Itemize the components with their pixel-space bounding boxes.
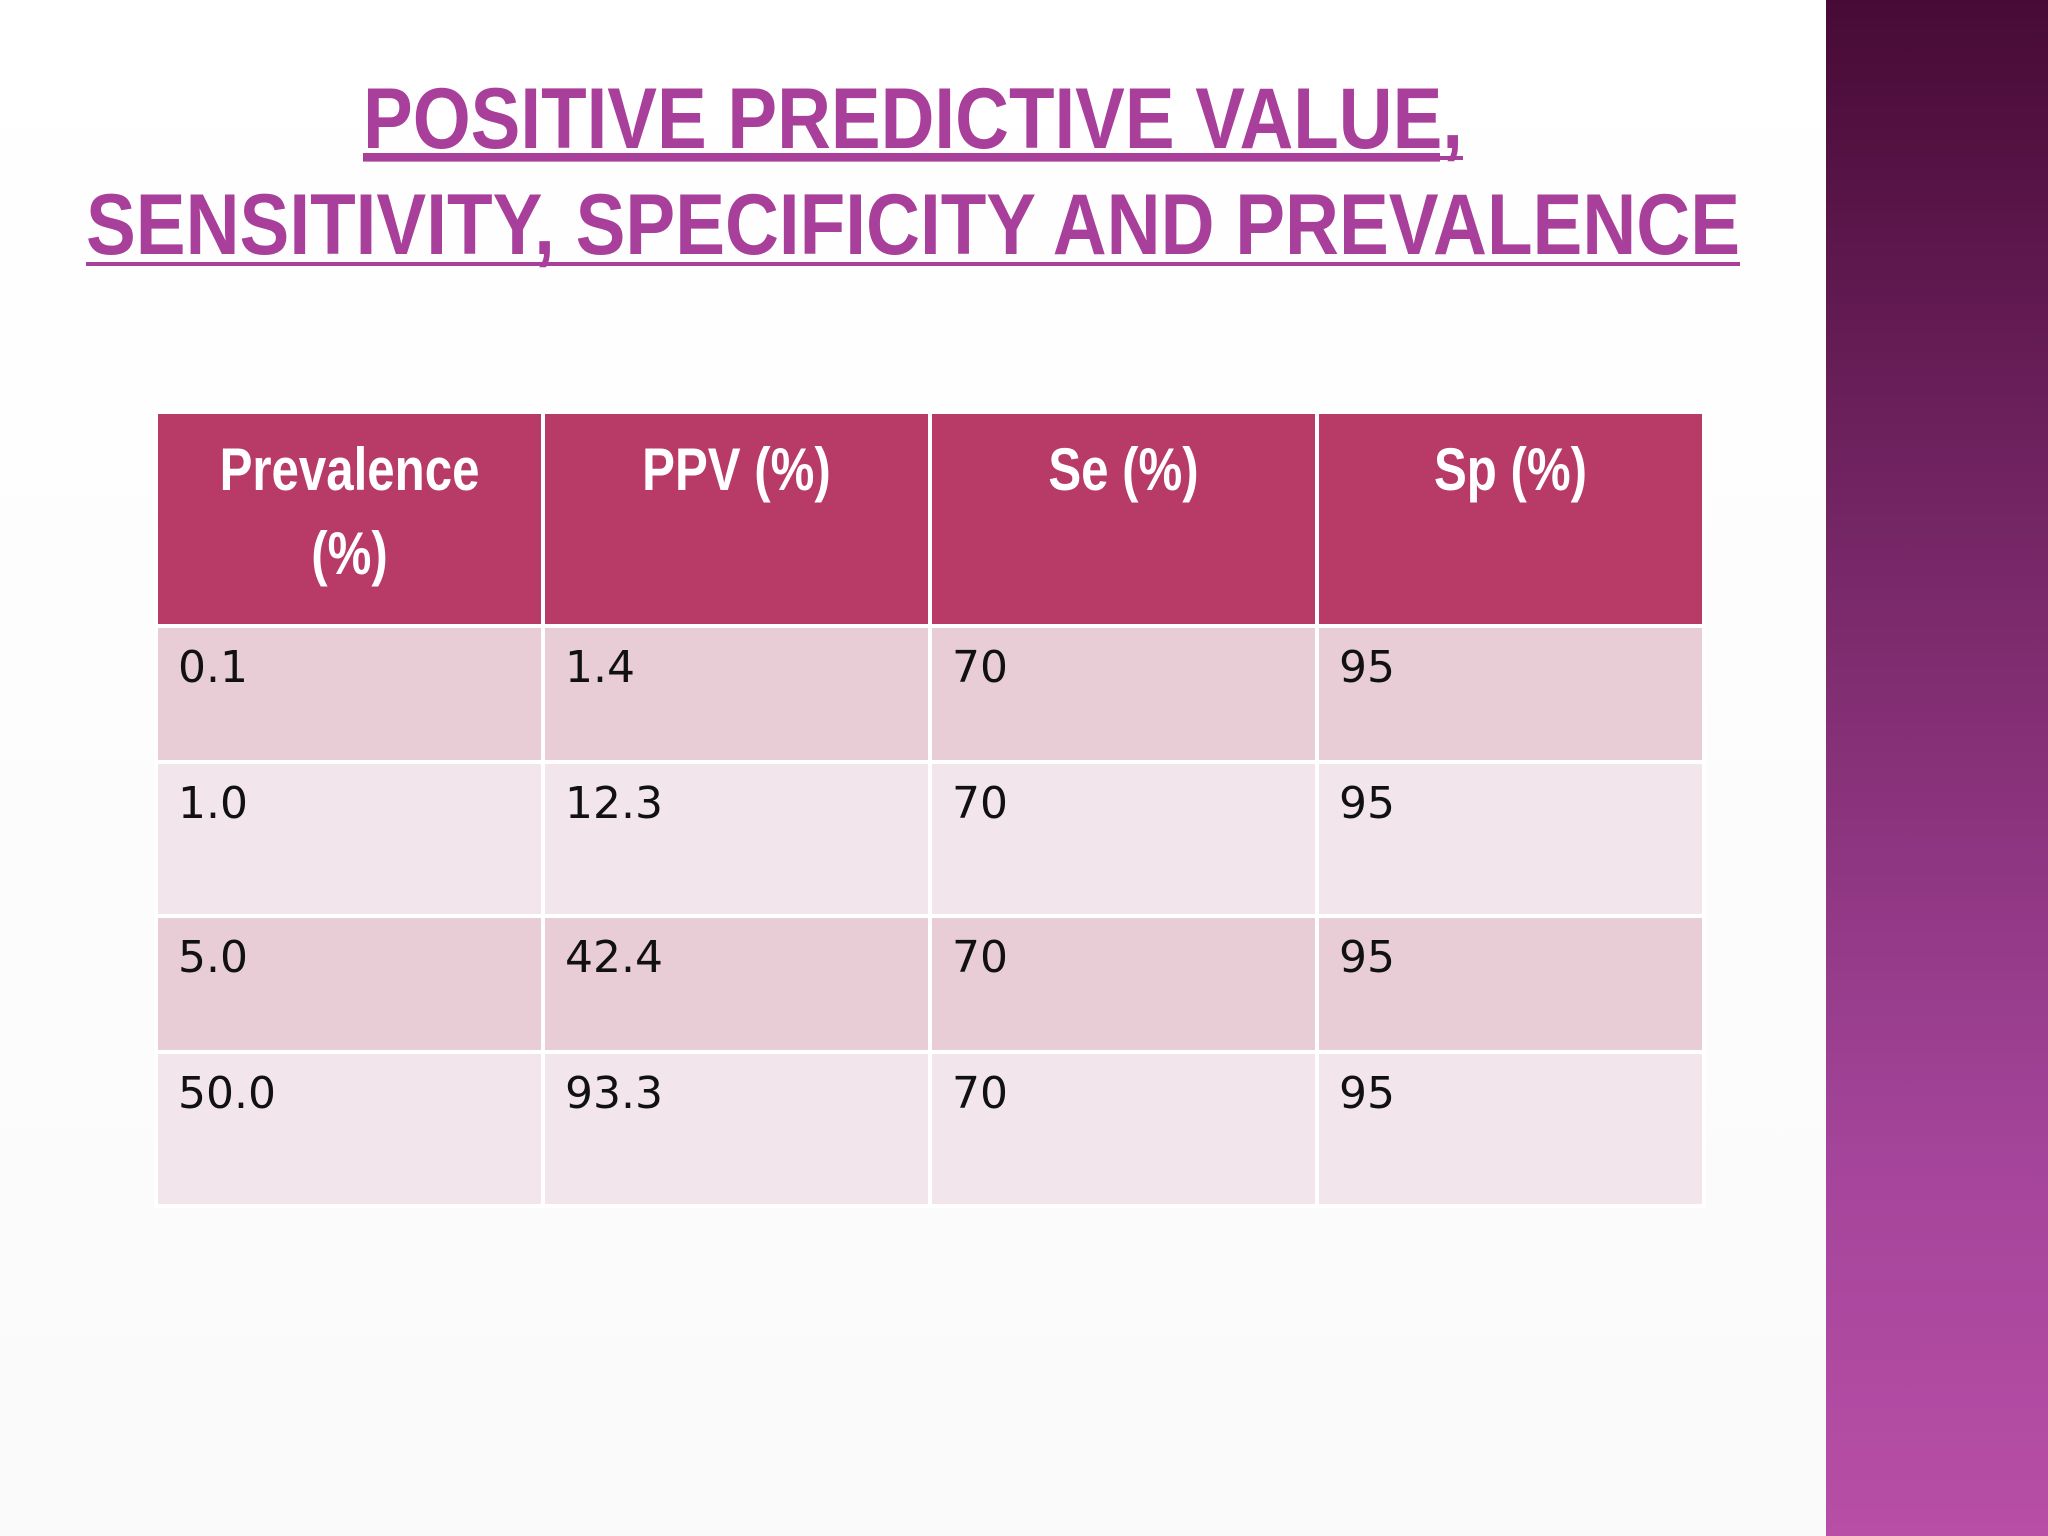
table-cell: 5.0 [154, 914, 545, 1054]
header-cell: Sp (%) [1315, 410, 1706, 628]
table-body: 0.1 1.4 70 95 1.0 12.3 70 95 5.0 42.4 70 95 50.0 93.3… [154, 624, 1706, 1208]
header-cell: Se (%) [928, 410, 1319, 628]
title-line: POSITIVE PREDICTIVE VALUE, [363, 71, 1463, 167]
title-svg: POSITIVE PREDICTIVE VALUE, SENSITIVITY, … [86, 71, 1740, 273]
side-band [1826, 0, 2048, 1536]
table-cell: 70 [928, 624, 1319, 764]
header-text: Prevalence (%) [219, 436, 480, 587]
table-cell: 1.4 [541, 624, 932, 764]
header-text: Sp (%) [1433, 436, 1588, 503]
table-cell: 95 [1315, 760, 1706, 918]
table-row: 1.0 12.3 70 95 [154, 760, 1706, 918]
table-cell: 0.1 [154, 624, 545, 764]
data-table: Prevalence (%) PPV (%) Se (%) Sp (%) 0.1 1.4… [154, 410, 1706, 1208]
table-row: 0.1 1.4 70 95 [154, 624, 1706, 764]
table-row: 50.0 93.3 70 95 [154, 1050, 1706, 1208]
table-cell: 93.3 [541, 1050, 932, 1208]
table-cell: 1.0 [154, 760, 545, 918]
table-cell: 42.4 [541, 914, 932, 1054]
header-text: PPV (%) [642, 436, 831, 503]
table-cell: 70 [928, 1050, 1319, 1208]
title-block: POSITIVE PREDICTIVE VALUE, SENSITIVITY, … [0, 60, 1826, 290]
table-cell: 70 [928, 914, 1319, 1054]
table-row: 5.0 42.4 70 95 [154, 914, 1706, 1054]
header-text: Se (%) [1048, 436, 1199, 503]
title-line: SENSITIVITY, SPECIFICITY AND PREVALENCE [86, 177, 1740, 273]
table-cell: 95 [1315, 624, 1706, 764]
table-cell: 12.3 [541, 760, 932, 918]
header-row: Prevalence (%) PPV (%) Se (%) Sp (%) [154, 410, 1706, 628]
header-cell: Prevalence (%) [154, 410, 545, 628]
table-cell: 70 [928, 760, 1319, 918]
table-cell: 50.0 [154, 1050, 545, 1208]
table-cell: 95 [1315, 1050, 1706, 1208]
header-cell: PPV (%) [541, 410, 932, 628]
table-cell: 95 [1315, 914, 1706, 1054]
